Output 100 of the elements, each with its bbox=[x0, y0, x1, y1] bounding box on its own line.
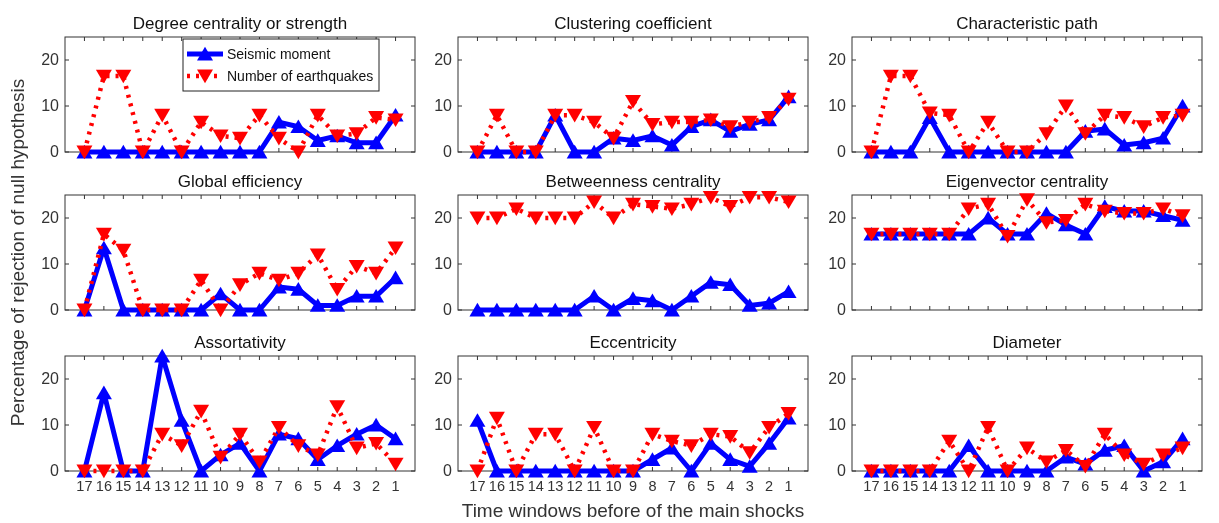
point bbox=[960, 226, 977, 241]
y-tick-label: 20 bbox=[41, 370, 60, 387]
x-tick-label: 3 bbox=[745, 478, 754, 494]
x-tick-label: 5 bbox=[313, 478, 322, 494]
point bbox=[368, 135, 385, 150]
x-tick-label: 2 bbox=[372, 478, 381, 494]
point bbox=[1174, 209, 1191, 223]
point bbox=[309, 108, 326, 123]
point bbox=[941, 434, 958, 449]
point bbox=[1038, 455, 1055, 469]
point bbox=[722, 430, 739, 444]
y-tick-label: 10 bbox=[434, 416, 453, 433]
point bbox=[270, 420, 287, 435]
point bbox=[232, 131, 248, 146]
point bbox=[154, 348, 171, 363]
x-tick-label: 1 bbox=[391, 478, 400, 494]
point bbox=[1155, 131, 1172, 145]
point bbox=[387, 457, 404, 472]
point bbox=[980, 115, 997, 130]
y-tick-label: 0 bbox=[50, 143, 60, 160]
point bbox=[722, 120, 739, 134]
point bbox=[232, 302, 248, 317]
point bbox=[488, 411, 505, 426]
point bbox=[1038, 127, 1055, 141]
point bbox=[95, 464, 112, 479]
point bbox=[469, 413, 486, 427]
x-tick-label: 1 bbox=[784, 478, 793, 494]
point bbox=[761, 420, 778, 435]
point bbox=[193, 463, 210, 478]
point bbox=[644, 452, 661, 466]
y-tick-label: 20 bbox=[828, 370, 847, 387]
point bbox=[1096, 204, 1113, 219]
x-tick-label: 2 bbox=[765, 478, 774, 494]
point bbox=[95, 69, 112, 84]
point bbox=[212, 129, 229, 144]
point bbox=[329, 400, 346, 414]
point bbox=[251, 108, 268, 123]
y-tick-label: 10 bbox=[41, 97, 60, 114]
point bbox=[488, 211, 505, 226]
x-tick-label: 8 bbox=[1042, 478, 1051, 494]
chart-title: Eccentricity bbox=[589, 333, 677, 352]
point bbox=[586, 463, 603, 478]
point bbox=[644, 427, 661, 442]
chart-title: Global efficiency bbox=[177, 172, 303, 191]
point bbox=[232, 436, 248, 450]
point bbox=[1019, 226, 1035, 241]
point bbox=[154, 144, 171, 159]
point bbox=[586, 144, 603, 159]
x-axis-title: Time windows before of the main shocks bbox=[461, 500, 805, 521]
point bbox=[566, 211, 583, 226]
point bbox=[329, 282, 346, 297]
point bbox=[980, 420, 997, 435]
point bbox=[193, 273, 210, 288]
point bbox=[212, 303, 229, 318]
point bbox=[586, 195, 603, 210]
point bbox=[309, 448, 326, 463]
point bbox=[270, 273, 287, 288]
y-tick-label: 0 bbox=[837, 143, 847, 160]
point bbox=[387, 241, 404, 256]
x-tick-label: 13 bbox=[941, 478, 958, 494]
point bbox=[882, 144, 899, 159]
point bbox=[488, 302, 505, 317]
point bbox=[527, 463, 544, 478]
point bbox=[1019, 463, 1035, 478]
point bbox=[368, 111, 385, 125]
point bbox=[780, 407, 797, 421]
point bbox=[625, 291, 641, 305]
point bbox=[1057, 443, 1074, 458]
point bbox=[387, 431, 404, 446]
point bbox=[193, 115, 210, 130]
point bbox=[625, 133, 641, 147]
point bbox=[741, 459, 758, 473]
x-tick-label: 6 bbox=[1081, 478, 1090, 494]
point bbox=[270, 131, 287, 146]
point bbox=[902, 144, 919, 159]
x-tick-label: 6 bbox=[687, 478, 696, 494]
point bbox=[644, 293, 661, 308]
x-tick-label: 12 bbox=[566, 478, 583, 494]
point bbox=[1135, 457, 1152, 472]
point bbox=[270, 114, 287, 129]
point bbox=[1116, 207, 1133, 221]
point bbox=[1155, 448, 1172, 463]
point bbox=[1057, 213, 1074, 228]
point bbox=[547, 211, 564, 226]
x-tick-label: 14 bbox=[134, 478, 151, 494]
point bbox=[722, 452, 739, 466]
x-tick-label: 16 bbox=[882, 478, 899, 494]
point bbox=[348, 441, 365, 456]
x-tick-label: 5 bbox=[706, 478, 715, 494]
point bbox=[702, 427, 719, 442]
x-tick-label: 17 bbox=[76, 478, 93, 494]
x-tick-label: 3 bbox=[352, 478, 361, 494]
point bbox=[722, 277, 739, 292]
point bbox=[348, 289, 365, 303]
y-tick-label: 10 bbox=[434, 97, 453, 114]
point bbox=[1135, 135, 1152, 150]
x-tick-label: 8 bbox=[648, 478, 657, 494]
point bbox=[547, 302, 564, 317]
x-tick-label: 4 bbox=[1120, 478, 1129, 494]
chart-title: Diameter bbox=[992, 333, 1062, 352]
